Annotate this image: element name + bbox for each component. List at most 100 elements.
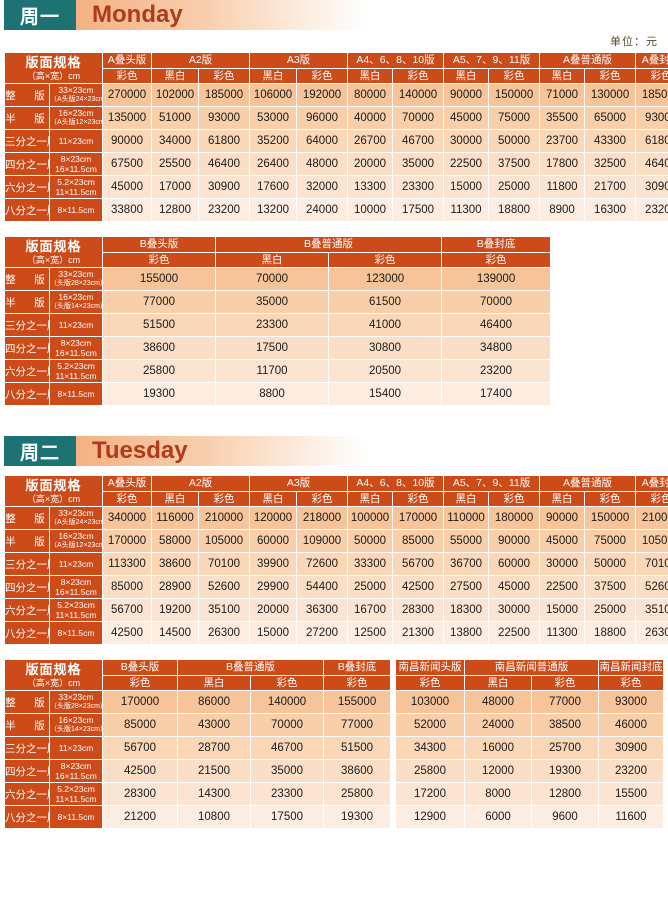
subheader-color: 彩色: [199, 69, 250, 83]
rate-cell: 64000: [297, 130, 348, 152]
rate-cell: 15500: [599, 783, 663, 805]
rate-cell: 19300: [103, 383, 216, 405]
row-label-size: 33×23cm （头版28×23cm）: [50, 691, 103, 713]
group-header-nc-head: 南昌新闻头版: [396, 660, 464, 675]
rate-cell: 42500: [393, 576, 444, 598]
rate-cell: 23700: [540, 130, 585, 152]
rate-cell: 25800: [103, 360, 216, 382]
rate-cell: 85000: [103, 576, 152, 598]
row-label-size: 16×23cm （头版14×23cm）: [50, 291, 103, 313]
rate-cell: 23300: [393, 176, 444, 198]
rate-cell: 45000: [444, 107, 489, 129]
row-label-name: 整 版: [5, 268, 49, 290]
rate-cell: 32500: [585, 153, 636, 175]
rate-cell: 25000: [585, 599, 636, 621]
row-size-line1: 8×23cm: [60, 338, 92, 348]
rate-cell: 23300: [216, 314, 329, 336]
subheader-color: 彩色: [489, 492, 540, 506]
unit-note-monday: 单位：元: [610, 36, 658, 48]
row-label-size: 5.2×23cm 11×11.5cm: [50, 599, 103, 621]
group-header-nc-normal: 南昌新闻普通版: [465, 660, 598, 675]
table-header-subrow: 彩色 黑白 彩色 彩色: [5, 676, 391, 690]
rate-cell: 56700: [393, 553, 444, 575]
rate-cell: 50000: [585, 553, 636, 575]
table-row: 半 版 16×23cm （头版14×23cm） 77000 35000 6150…: [5, 291, 551, 313]
rate-table-body: 整 版 33×23cm （头版28×23cm） 170000 86000 140…: [5, 691, 391, 828]
rate-cell: 30000: [489, 599, 540, 621]
rate-cell: 15000: [250, 622, 297, 644]
row-size-line1: 11×23cm: [58, 136, 94, 146]
rate-cell: 43000: [178, 714, 251, 736]
rate-cell: 51000: [152, 107, 199, 129]
rate-cell: 18800: [489, 199, 540, 221]
row-label-name: 三分之一版: [5, 553, 49, 575]
row-label-name: 八分之一版: [5, 806, 49, 828]
rate-cell: 45000: [489, 576, 540, 598]
row-label-name: 半 版: [5, 714, 49, 736]
rate-cell: 20000: [250, 599, 297, 621]
row-label-name: 八分之一版: [5, 199, 49, 221]
rate-cell: 33800: [103, 199, 152, 221]
row-label-name: 半 版: [5, 291, 49, 313]
row-label-size: 8×11.5cm: [50, 199, 103, 221]
rate-table-body: 整 版 33×23cm （A头版24×23cm） 340000 116000 2…: [5, 507, 668, 644]
rate-cell: 90000: [540, 507, 585, 529]
rate-cell: 30000: [444, 130, 489, 152]
row-label-name: 四分之一版: [5, 576, 49, 598]
group-header-a3: A3版: [250, 476, 348, 491]
subheader-bw: 黑白: [152, 492, 199, 506]
rate-cell: 34000: [152, 130, 199, 152]
rate-cell: 52000: [396, 714, 464, 736]
day-badge-cn-monday: 周一: [4, 0, 76, 30]
row-size-line1: 16×23cm: [58, 108, 94, 118]
row-label-size: 8×11.5cm: [50, 383, 103, 405]
rate-table-monday-a: 版面规格 （高×宽）cm A叠头版 A2版 A3版 A4、6、8、10版 A5、…: [4, 52, 668, 222]
row-label-name: 四分之一版: [5, 153, 49, 175]
table-header-group-row: 版面规格 （高×宽）cm A叠头版 A2版 A3版 A4、6、8、10版 A5、…: [5, 53, 668, 83]
rate-cell: 15000: [540, 599, 585, 621]
rate-cell: 19200: [152, 599, 199, 621]
row-label-size: 8×23cm 16×11.5cm: [50, 153, 103, 175]
rate-cell: 30900: [636, 176, 668, 198]
rate-cell: 19300: [532, 760, 598, 782]
group-header-b-back: B叠封底: [442, 237, 551, 252]
rate-cell: 35100: [199, 599, 250, 621]
rate-cell: 12000: [465, 760, 531, 782]
rate-cell: 22500: [444, 153, 489, 175]
row-size-line1: 11×23cm: [58, 320, 94, 330]
subheader-color: 彩色: [532, 676, 598, 690]
table-header-subrow: 彩色 黑白 彩色 黑白 彩色 黑白 彩色 黑白 彩色 黑白 彩色 彩色: [5, 69, 668, 83]
subheader-color: 彩色: [329, 253, 442, 267]
table-row: 103000 48000 77000 93000: [396, 691, 663, 713]
table-row: 八分之一版 8×11.5cm 21200 10800 17500 19300: [5, 806, 391, 828]
table-header-subrow: 彩色 黑白 彩色 黑白 彩色 黑白 彩色 黑白 彩色 黑白 彩色 彩色: [5, 492, 668, 506]
rate-cell: 70000: [251, 714, 324, 736]
rate-cell: 17200: [396, 783, 464, 805]
table-wrap-monday-a: 版面规格 （高×宽）cm A叠头版 A2版 A3版 A4、6、8、10版 A5、…: [0, 52, 668, 222]
rate-cell: 72600: [297, 553, 348, 575]
row-size-line1: 33×23cm: [58, 269, 94, 279]
row-size-line1: 8×11.5cm: [57, 205, 95, 215]
rate-cell: 11700: [216, 360, 329, 382]
row-size-line1: 33×23cm: [58, 692, 94, 702]
rate-cell: 37500: [585, 576, 636, 598]
group-header-a-back: A叠封底: [636, 53, 668, 68]
row-size-line2: 11×11.5cm: [55, 371, 97, 381]
rate-table-tuesday-a: 版面规格 （高×宽）cm A叠头版 A2版 A3版 A4、6、8、10版 A5、…: [4, 475, 668, 645]
rate-cell: 17800: [540, 153, 585, 175]
row-size-line1: 5.2×23cm: [57, 177, 95, 187]
table-row: 12900 6000 9600 11600: [396, 806, 663, 828]
rate-cell: 25500: [152, 153, 199, 175]
row-label-name: 六分之一版: [5, 360, 49, 382]
row-label-name: 三分之一版: [5, 314, 49, 336]
rate-cell: 56700: [103, 737, 178, 759]
rate-cell: 27500: [444, 576, 489, 598]
group-header-a5: A5、7、9、11版: [444, 53, 540, 68]
rate-cell: 28300: [103, 783, 178, 805]
group-header-a-head: A叠头版: [103, 476, 152, 491]
spec-title: 版面规格: [25, 661, 82, 677]
rate-cell: 123000: [329, 268, 442, 290]
rate-cell: 46000: [599, 714, 663, 736]
row-size-line2: 11×11.5cm: [55, 794, 97, 804]
rate-cell: 25800: [396, 760, 464, 782]
